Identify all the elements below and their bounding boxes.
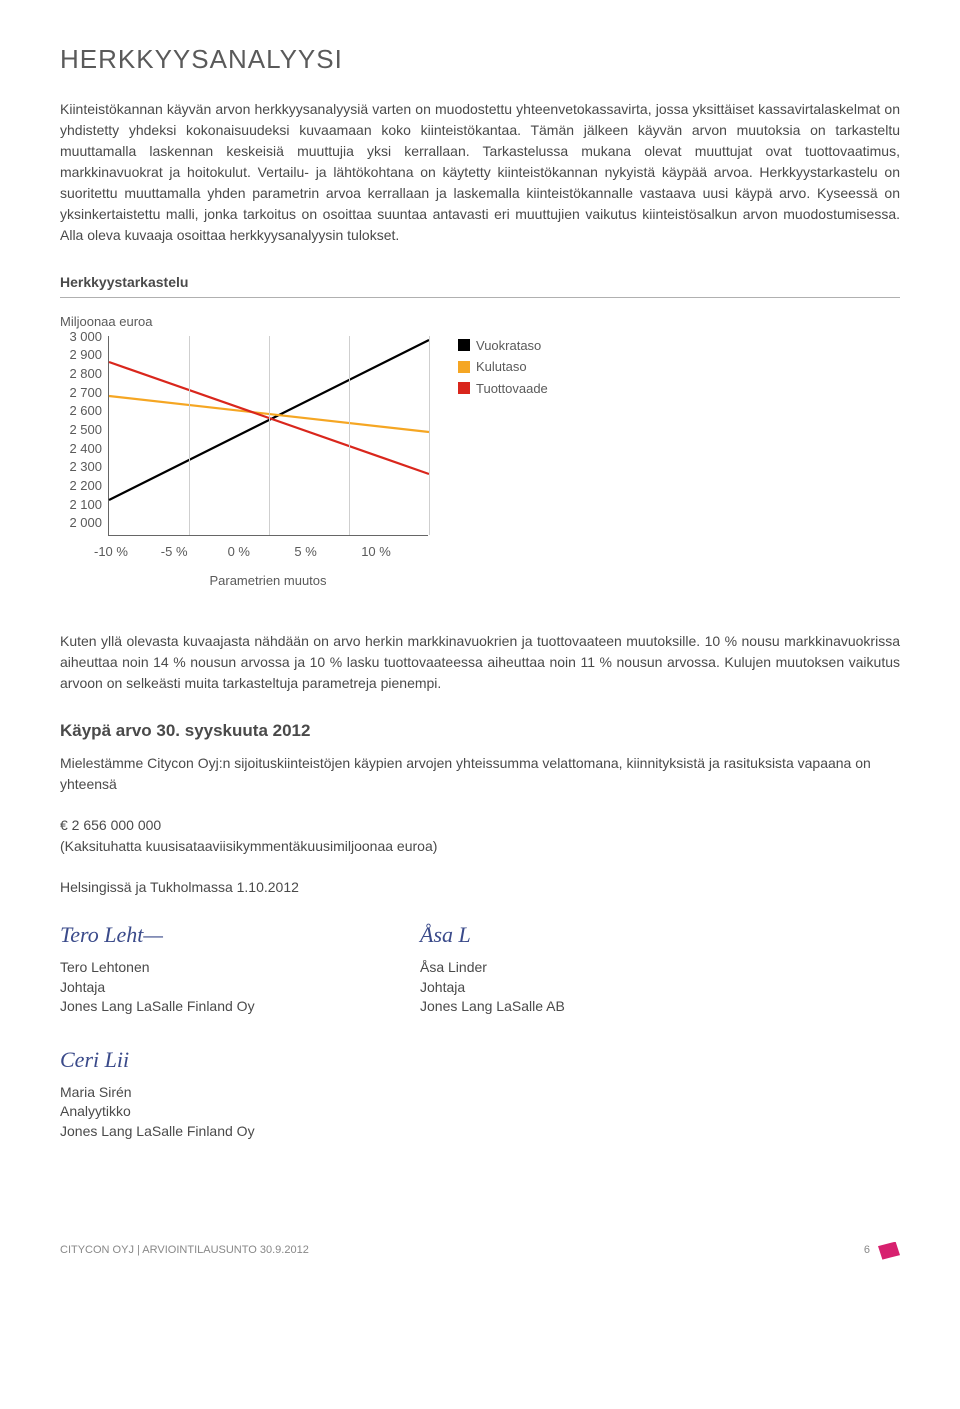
y-ticks: 3 0002 9002 8002 7002 6002 5002 4002 300… [60, 336, 108, 536]
signer-title: Johtaja [60, 978, 300, 998]
legend-label: Tuottovaade [476, 379, 548, 399]
signer-org: Jones Lang LaSalle AB [420, 997, 660, 1017]
x-axis-label: Parametrien muutos [108, 571, 428, 591]
fair-value-paragraph: Mielestämme Citycon Oyj:n sijoituskiinte… [60, 753, 900, 795]
chart-container: 3 0002 9002 8002 7002 6002 5002 4002 300… [60, 336, 900, 591]
fair-value-amount: € 2 656 000 000 [60, 815, 900, 836]
legend-swatch [458, 339, 470, 351]
signature-left: Tero Leht— Tero Lehtonen Johtaja Jones L… [60, 918, 300, 1017]
place-date: Helsingissä ja Tukholmassa 1.10.2012 [60, 877, 900, 898]
section-rule [60, 297, 900, 298]
chart-plot [108, 336, 428, 536]
signer-title: Johtaja [420, 978, 660, 998]
legend-item: Vuokrataso [458, 336, 548, 356]
footer-right: 6 [864, 1242, 900, 1260]
legend-swatch [458, 361, 470, 373]
chart-section-title: Herkkyystarkastelu [60, 272, 900, 293]
signature-scribble: Åsa L [420, 918, 660, 954]
fair-value-heading: Käypä arvo 30. syyskuuta 2012 [60, 718, 900, 744]
signature-row-1: Tero Leht— Tero Lehtonen Johtaja Jones L… [60, 918, 900, 1017]
legend-label: Kulutaso [476, 357, 527, 377]
after-chart-paragraph: Kuten yllä olevasta kuvaajasta nähdään o… [60, 631, 900, 694]
signer-org: Jones Lang LaSalle Finland Oy [60, 997, 300, 1017]
signer-name: Maria Sirén [60, 1083, 900, 1103]
signature-scribble: Ceri Lii [60, 1043, 900, 1079]
page-title: HERKKYYSANALYYSI [60, 40, 900, 79]
page-number: 6 [864, 1242, 870, 1259]
signer-org: Jones Lang LaSalle Finland Oy [60, 1122, 900, 1142]
chart-legend: VuokratasoKulutasoTuottovaade [458, 336, 548, 591]
page-footer: CITYCON OYJ | ARVIOINTILAUSUNTO 30.9.201… [60, 1242, 900, 1260]
footer-left: CITYCON OYJ | ARVIOINTILAUSUNTO 30.9.201… [60, 1242, 309, 1259]
x-ticks: -10 %-5 %0 %5 %10 % [108, 542, 428, 562]
legend-item: Tuottovaade [458, 379, 548, 399]
y-axis-label: Miljoonaa euroa [60, 312, 900, 332]
signer-name: Tero Lehtonen [60, 958, 300, 978]
signature-left-2: Ceri Lii Maria Sirén Analyytikko Jones L… [60, 1043, 900, 1142]
signer-title: Analyytikko [60, 1102, 900, 1122]
signature-right: Åsa L Åsa Linder Johtaja Jones Lang LaSa… [420, 918, 660, 1017]
intro-paragraph: Kiinteistökannan käyvän arvon herkkyysan… [60, 99, 900, 246]
legend-item: Kulutaso [458, 357, 548, 377]
fair-value-amount-words: (Kaksituhatta kuusisataaviisikymmentäkuu… [60, 836, 900, 857]
signer-name: Åsa Linder [420, 958, 660, 978]
legend-label: Vuokrataso [476, 336, 541, 356]
legend-swatch [458, 382, 470, 394]
logo-icon [878, 1242, 900, 1260]
signature-scribble: Tero Leht— [60, 918, 300, 954]
chart-area: 3 0002 9002 8002 7002 6002 5002 4002 300… [60, 336, 428, 591]
